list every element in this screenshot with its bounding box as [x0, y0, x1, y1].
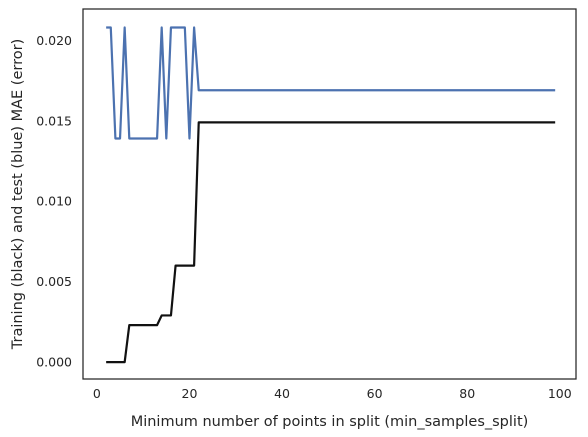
y-tick-label: 0.000 [36, 355, 72, 370]
ticks-layer: 0 20 40 60 80 100 0.000 0.005 0.010 0.015 0.020 [36, 33, 572, 401]
test-error-line [106, 26, 556, 140]
x-tick-label: 0 [93, 386, 101, 401]
x-tick-label: 20 [182, 386, 198, 401]
x-tick-label: 60 [367, 386, 383, 401]
y-axis-title: Training (black) and test (blue) MAE (er… [10, 39, 26, 350]
y-tick-label: 0.005 [36, 274, 72, 289]
x-tick-label: 40 [274, 386, 290, 401]
training-error-line [106, 121, 556, 364]
series-layer [106, 26, 556, 364]
x-tick-label: 80 [459, 386, 475, 401]
x-axis-title: Minimum number of points in split (min_s… [131, 414, 529, 430]
y-tick-label: 0.020 [36, 33, 72, 48]
y-tick-label: 0.015 [36, 113, 72, 128]
y-tick-label: 0.010 [36, 194, 72, 209]
x-tick-label: 100 [548, 386, 572, 401]
plot-frame [82, 8, 577, 380]
